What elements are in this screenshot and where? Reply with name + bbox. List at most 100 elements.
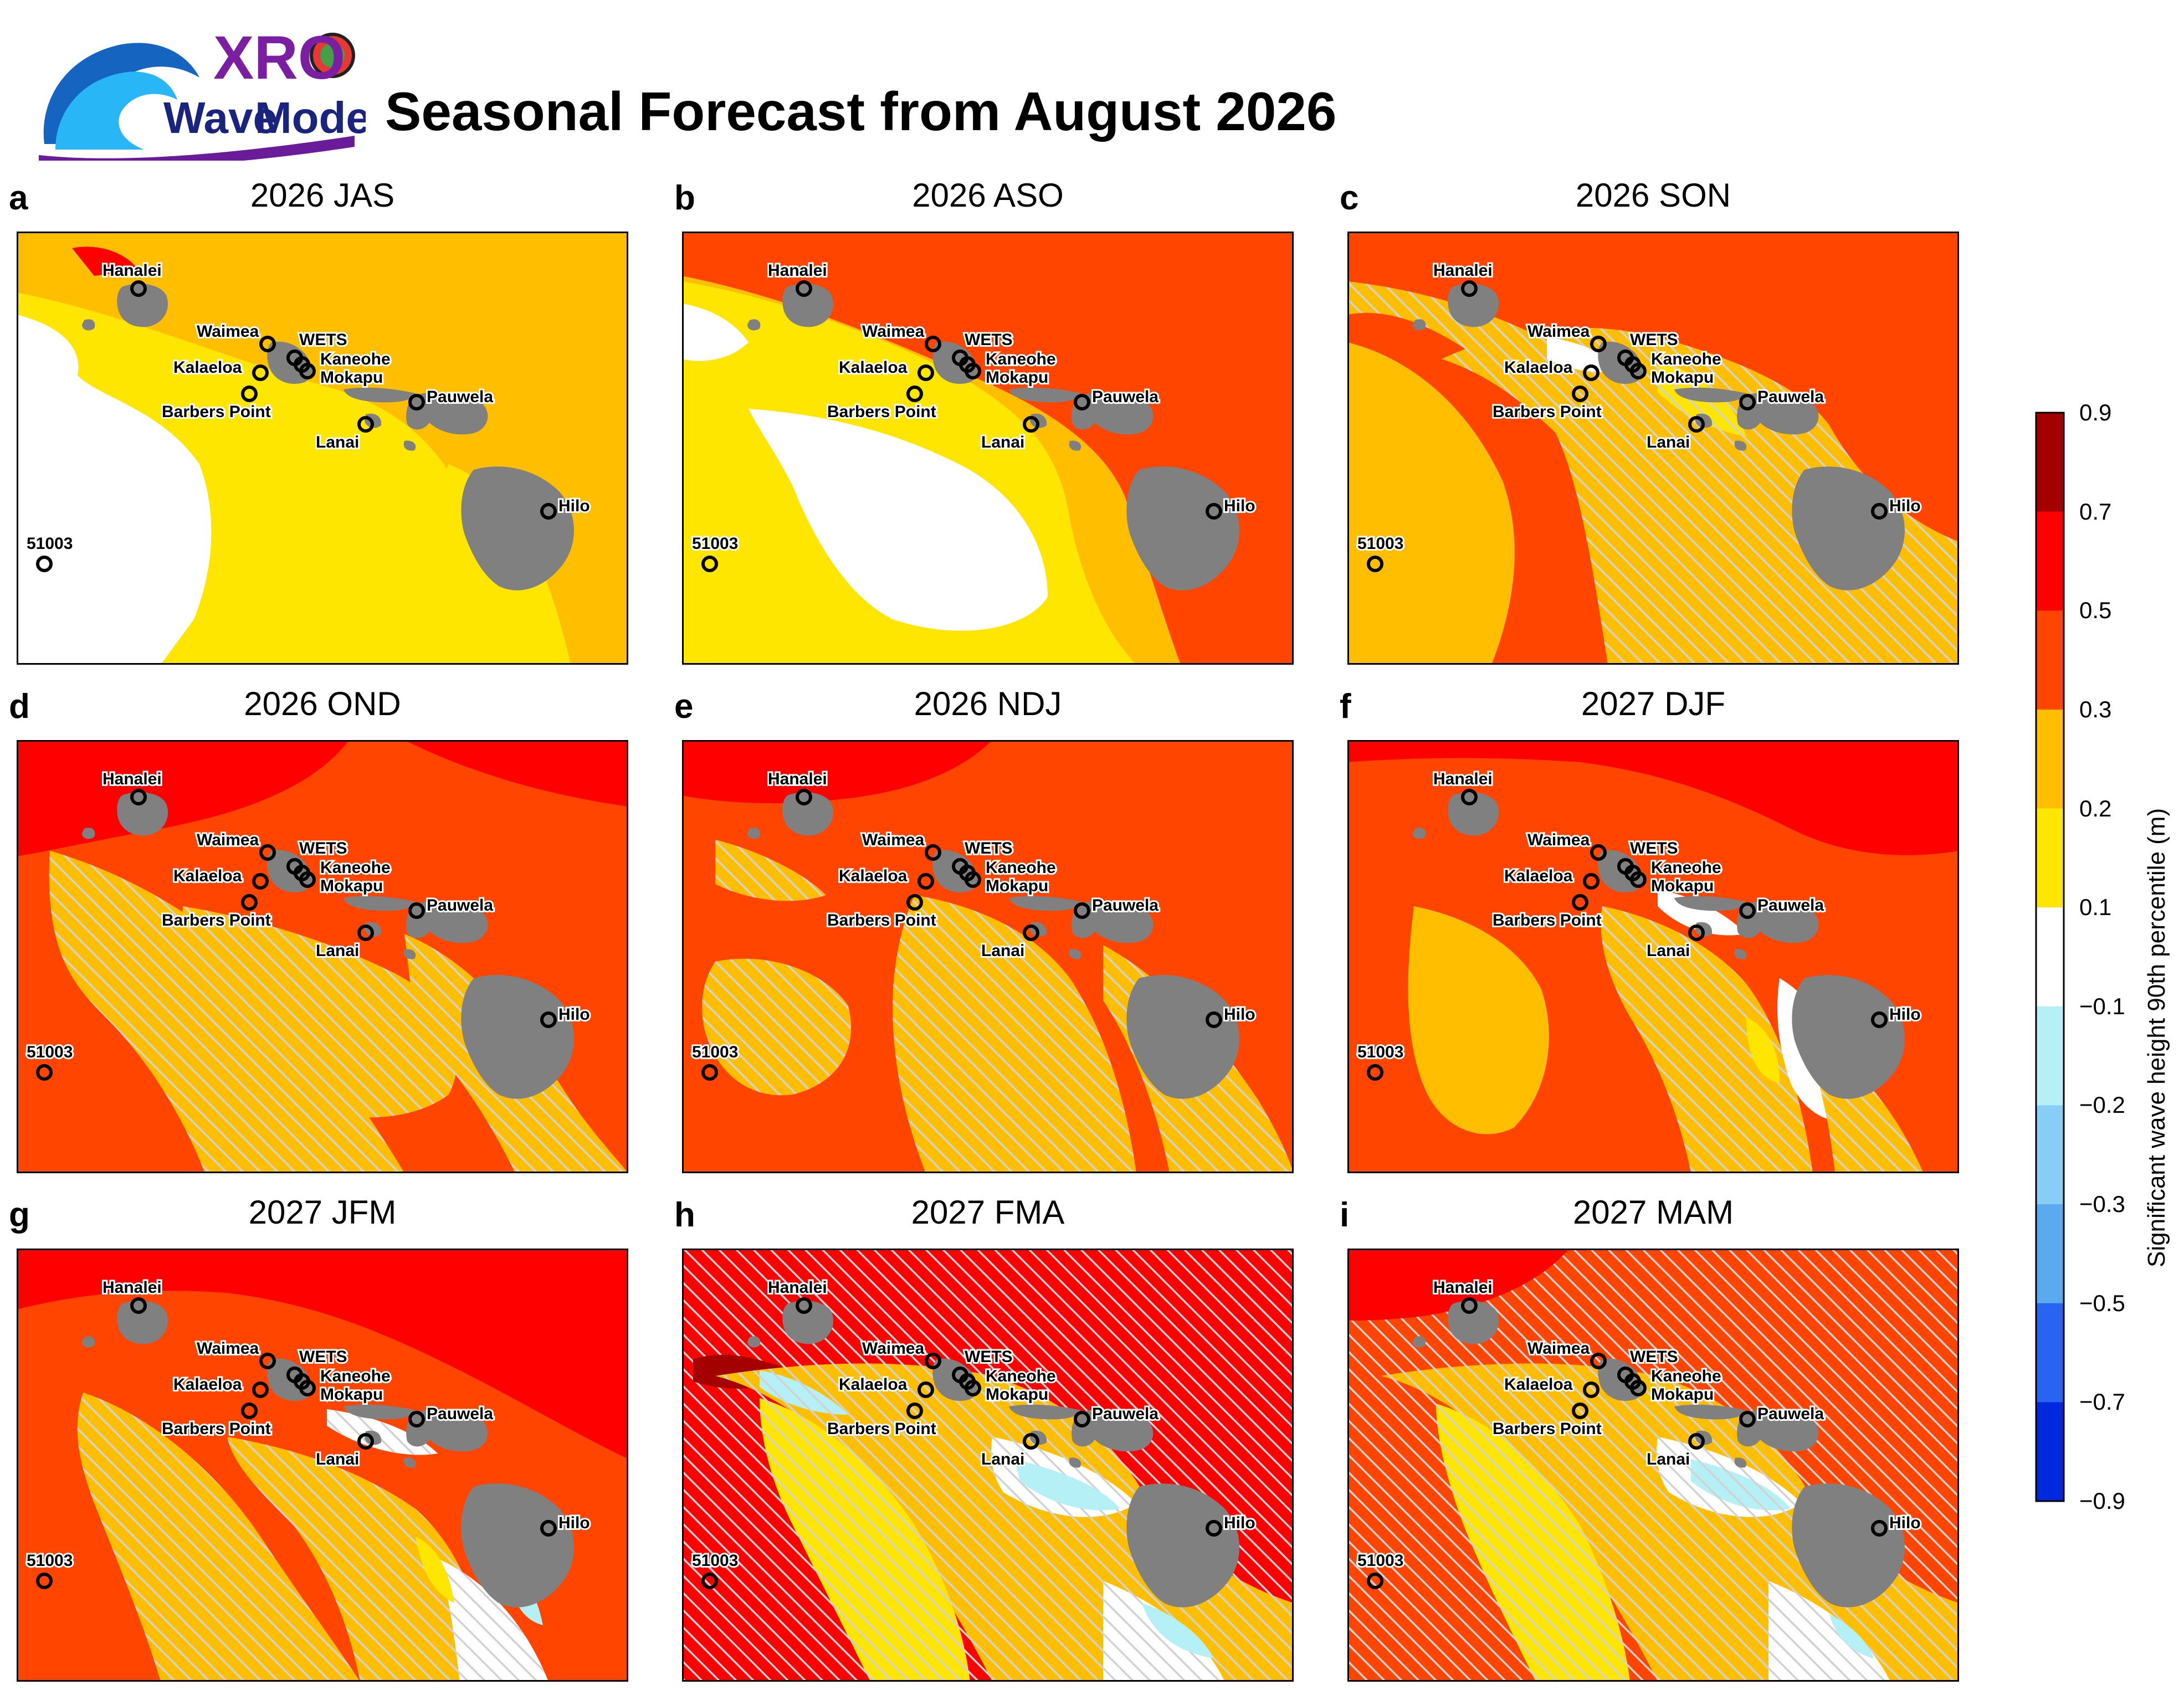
station-marker-lanai [357, 1433, 374, 1450]
station-marker-hilo [1206, 503, 1222, 520]
anomaly-region-b-3 [748, 409, 1048, 631]
kahoolawe-island [1069, 440, 1081, 451]
colorbar-segment-3 [2036, 709, 2064, 809]
molokai-island [1674, 896, 1746, 911]
station-marker-mokapu [1630, 363, 1647, 379]
station-label-wets: WETS [1630, 839, 1678, 857]
significance-hatch-g-2 [77, 1393, 360, 1682]
station-label-pauwela: Pauwela [427, 1405, 493, 1423]
colorbar-tick-label-0: 0.9 [2079, 399, 2112, 425]
station-label-hilo: Hilo [558, 1514, 590, 1532]
maui-island [406, 392, 488, 435]
anomaly-region-h-5 [1014, 1459, 1120, 1511]
map-panel-f: Hanalei Waimea WETS Kaneohe Kalaeloa Mokapu Ba… [1347, 740, 1959, 1173]
panel-frame-h [682, 1249, 1294, 1682]
significance-hatch-g-3 [227, 1437, 493, 1682]
colorbar-tick-label-3: 0.3 [2079, 696, 2112, 722]
station-label-lanai: Lanai [1647, 1450, 1690, 1468]
station-label-waimea: Waimea [862, 831, 925, 849]
station-label-kaneohe: Kaneohe [986, 350, 1056, 368]
niihau-island [747, 828, 761, 839]
maui-island [406, 1409, 488, 1452]
panel-letter-e: e [674, 687, 694, 726]
station-marker-barbers-point [906, 386, 923, 402]
station-label-kalaeloa: Kalaeloa [839, 1375, 908, 1394]
station-label-hanalei: Hanalei [1433, 770, 1493, 788]
station-marker-lanai [357, 924, 374, 941]
molokai-island [1009, 1404, 1081, 1420]
molokai-island [1674, 387, 1746, 403]
panel-frame-e [682, 740, 1294, 1173]
hawaii-island [1126, 1483, 1240, 1607]
station-label-waimea: Waimea [1527, 322, 1590, 341]
kauai-island [782, 284, 834, 327]
station-marker-pauwela [1074, 1411, 1090, 1427]
niihau-island [747, 319, 761, 331]
station-label-mokapu: Mokapu [1651, 877, 1714, 895]
station-marker-51003 [1367, 556, 1383, 572]
station-marker-mokapu [299, 1380, 316, 1396]
station-label-wets: WETS [965, 1348, 1013, 1366]
station-label-kaneohe: Kaneohe [320, 1367, 391, 1385]
station-marker-kalaeloa [252, 364, 269, 381]
anomaly-region-f-2 [1408, 906, 1549, 1134]
colorbar-tick-label-10: −0.7 [2079, 1389, 2125, 1415]
station-label-mokapu: Mokapu [986, 877, 1048, 895]
station-label-kaneohe: Kaneohe [320, 859, 391, 877]
panel-title-c: 2026 SON [1575, 177, 1731, 214]
niihau-island [82, 1336, 95, 1348]
anomaly-region-h-7 [1142, 1603, 1214, 1658]
station-marker-barbers-point [1572, 894, 1588, 911]
station-label-lanai: Lanai [316, 1450, 359, 1468]
niihau-island [1413, 319, 1426, 331]
station-label-51003: 51003 [27, 535, 73, 553]
station-marker-waimea [259, 844, 276, 861]
station-label-pauwela: Pauwela [427, 896, 493, 915]
station-label-hanalei: Hanalei [1433, 1278, 1493, 1297]
kauai-island [117, 1301, 168, 1344]
hawaii-island [1792, 975, 1905, 1099]
station-label-hanalei: Hanalei [768, 261, 827, 280]
station-marker-mokapu [299, 363, 316, 379]
wave-logo-base [39, 136, 355, 167]
station-label-barbers-point: Barbers Point [827, 911, 936, 929]
station-label-mokapu: Mokapu [986, 368, 1048, 387]
kauai-island [1448, 1301, 1499, 1344]
hawaii-island [1792, 466, 1905, 590]
wave-logo-inner [55, 71, 177, 150]
station-marker-barbers-point [906, 894, 923, 911]
station-label-lanai: Lanai [981, 433, 1024, 451]
station-label-kalaeloa: Kalaeloa [839, 867, 908, 885]
station-marker-barbers-point [241, 1403, 258, 1419]
anomaly-region-d-2 [404, 740, 628, 807]
station-marker-lanai [1688, 416, 1705, 433]
station-marker-waimea [925, 1353, 941, 1369]
station-marker-51003 [701, 1064, 718, 1081]
molokai-island [1009, 387, 1081, 403]
colorbar-label: Significant wave height 90th percentile … [2143, 808, 2170, 1267]
panel-letter-f: f [1340, 687, 1351, 726]
station-marker-hilo [540, 503, 557, 520]
maui-island [1737, 1409, 1819, 1452]
station-label-hilo: Hilo [558, 497, 590, 515]
station-marker-pauwela [408, 902, 425, 919]
station-label-waimea: Waimea [1527, 831, 1590, 849]
colorbar-segment-2 [2036, 610, 2064, 710]
station-label-kaneohe: Kaneohe [1651, 1367, 1721, 1385]
station-label-barbers-point: Barbers Point [1493, 911, 1602, 929]
panel-title-i: 2027 MAM [1572, 1194, 1734, 1231]
anomaly-region-i-7 [1829, 1614, 1874, 1658]
colorbar-tick-label-4: 0.2 [2079, 795, 2112, 821]
station-label-hilo: Hilo [1889, 1514, 1921, 1532]
molokai-island [344, 896, 416, 911]
station-label-waimea: Waimea [197, 322, 259, 341]
station-marker-hanalei [796, 789, 812, 805]
maui-island [406, 901, 488, 943]
station-label-barbers-point: Barbers Point [1493, 1420, 1602, 1438]
xro-wave-model-logo: XRO Wave Model [33, 17, 383, 167]
station-label-lanai: Lanai [1647, 942, 1690, 960]
kauai-island [1448, 792, 1499, 836]
